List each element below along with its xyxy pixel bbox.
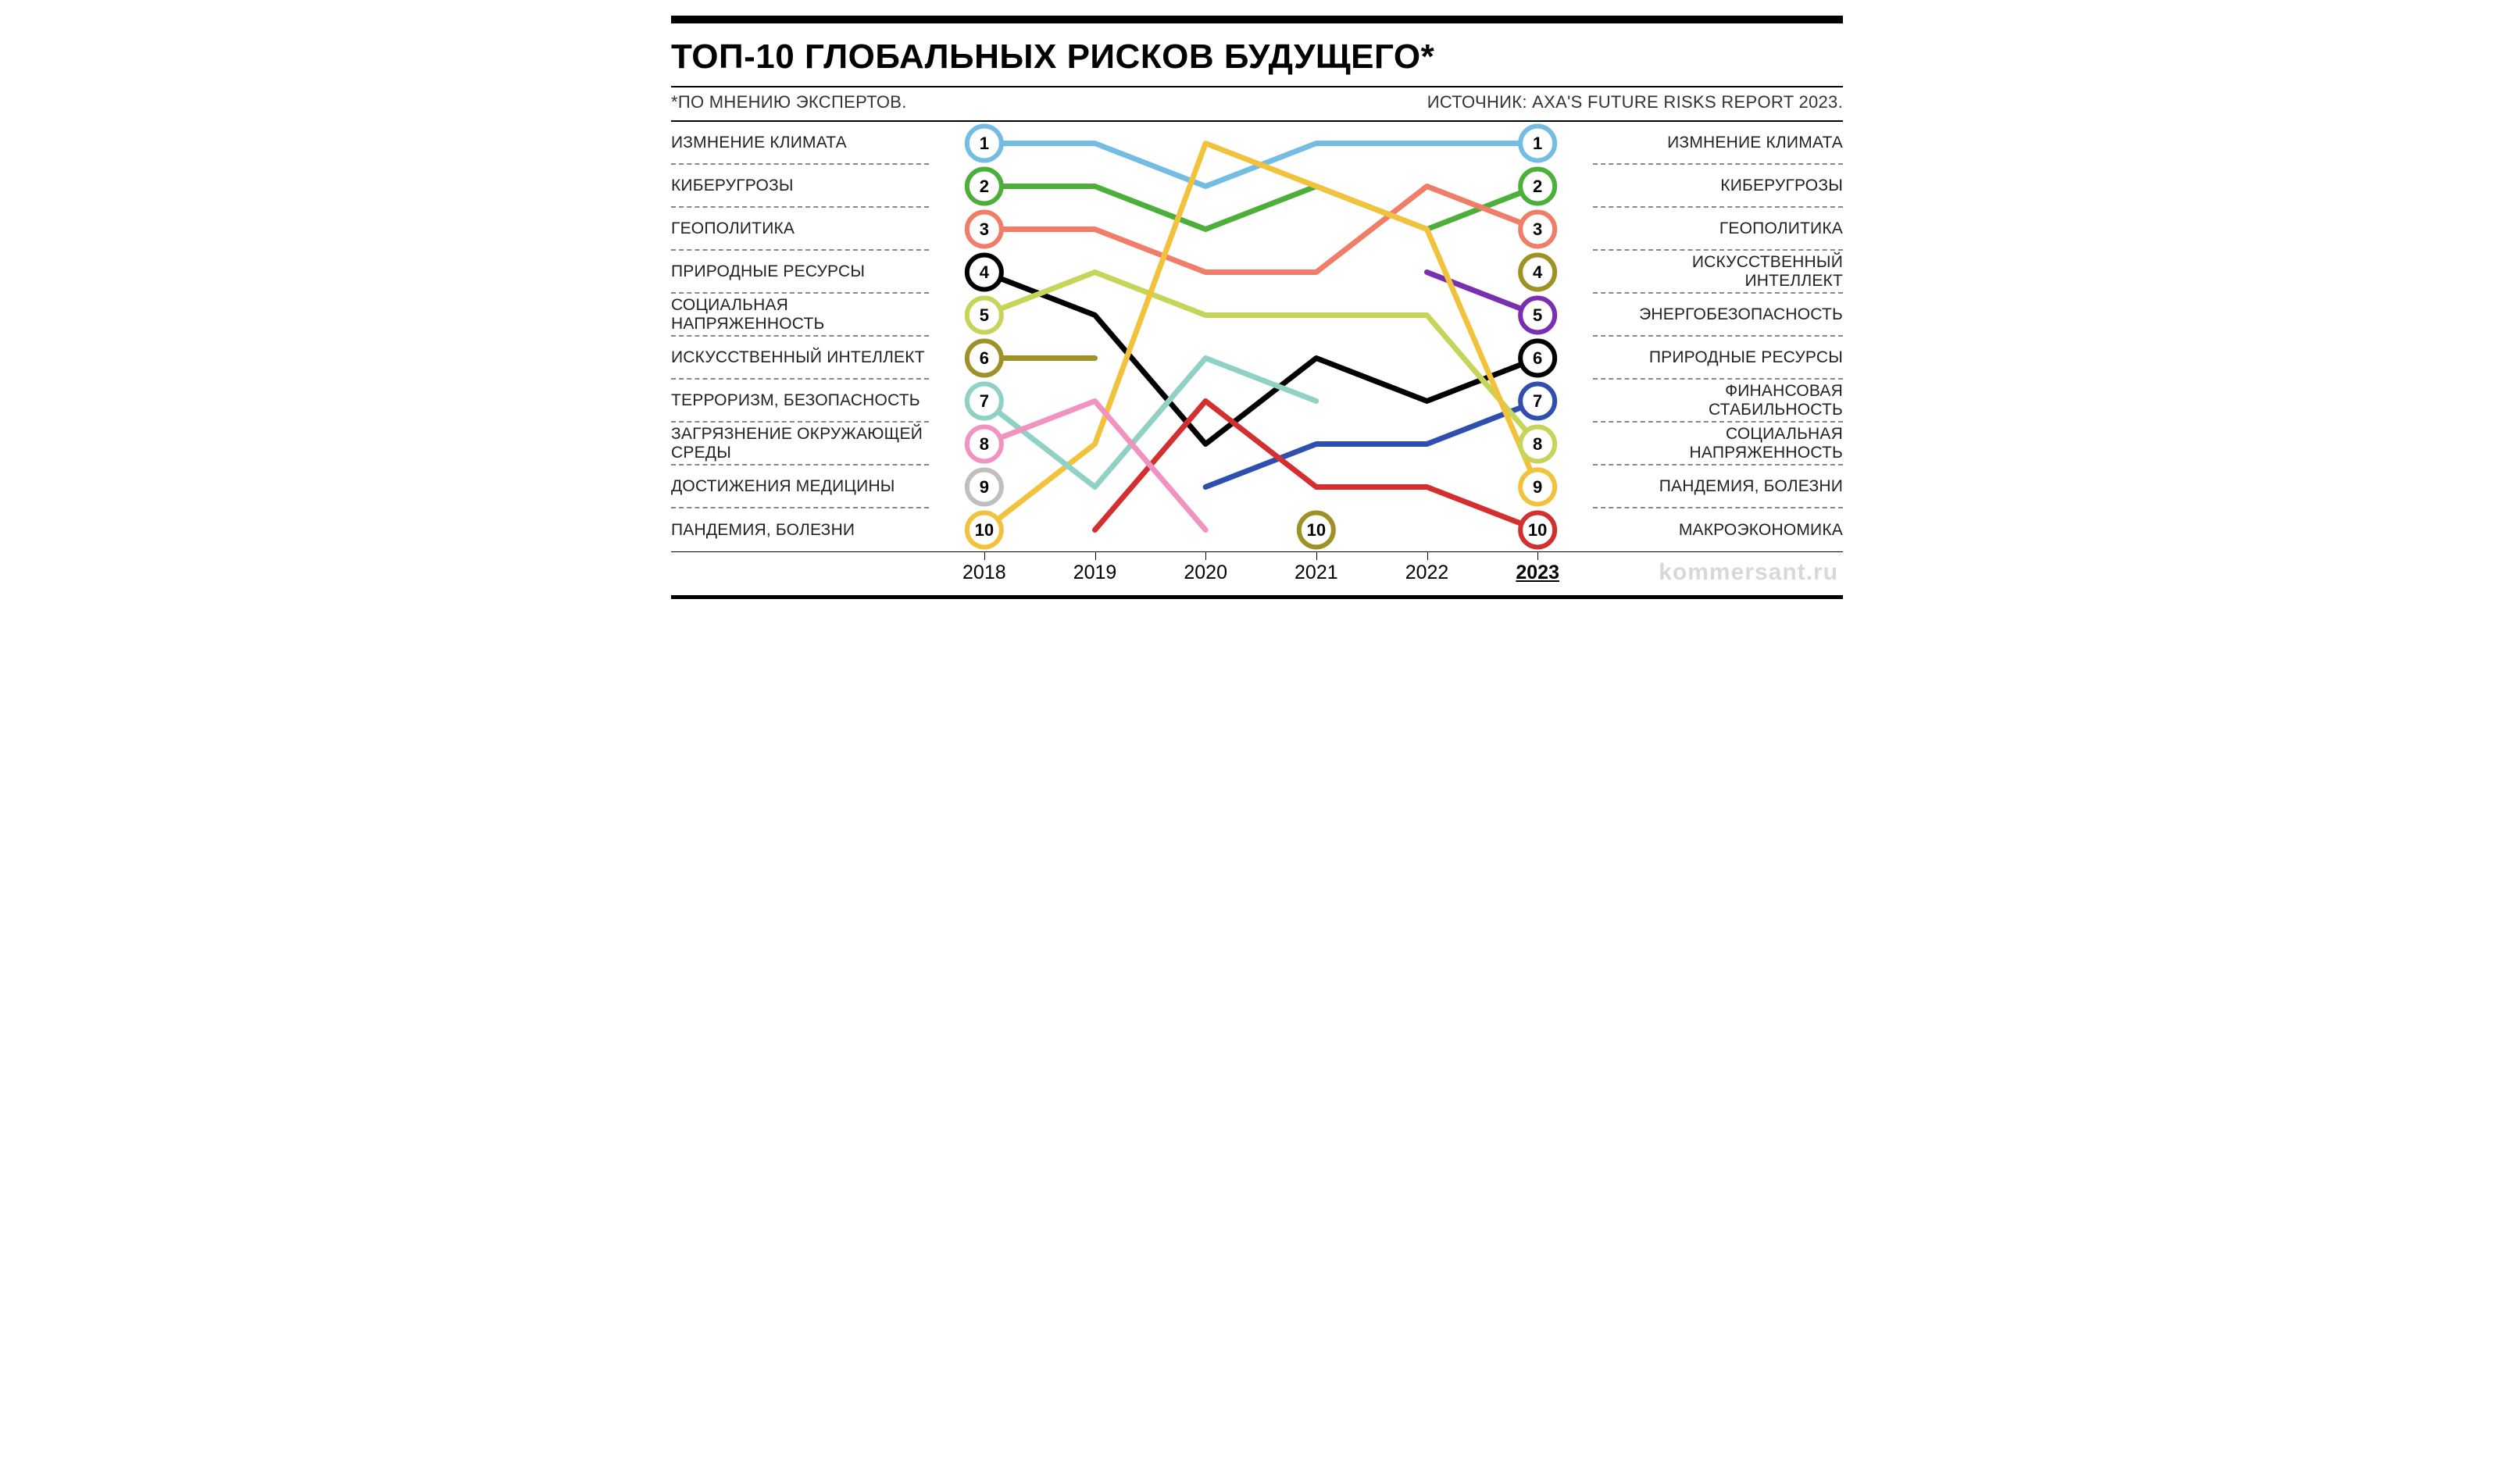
subtitle-row: *ПО МНЕНИЮ ЭКСПЕРТОВ. ИСТОЧНИК: AXA'S FU… — [671, 86, 1843, 122]
svg-text:1: 1 — [1533, 134, 1542, 153]
rank-circle: 10 — [1520, 513, 1555, 548]
label-left-row: КИБЕРУГРОЗЫ — [671, 165, 929, 208]
footnote: *ПО МНЕНИЮ ЭКСПЕРТОВ. — [671, 92, 907, 112]
series-cyber — [984, 187, 1537, 230]
svg-text:1: 1 — [980, 134, 989, 153]
rank-circle: 7 — [967, 384, 1002, 419]
rank-circle: 6 — [1520, 341, 1555, 376]
svg-text:10: 10 — [1528, 520, 1547, 540]
labels-2023: ИЗМНЕНИЕ КЛИМАТАКИБЕРУГРОЗЫГЕОПОЛИТИКАИС… — [1593, 122, 1843, 551]
labels-2018: ИЗМНЕНИЕ КЛИМАТАКИБЕРУГРОЗЫГЕОПОЛИТИКАПР… — [671, 122, 929, 551]
rank-circle: 9 — [967, 470, 1002, 505]
label-right-row: ГЕОПОЛИТИКА — [1593, 208, 1843, 251]
x-tick: 2021 — [1261, 562, 1372, 584]
rank-circle: 8 — [967, 427, 1002, 462]
rank-circle: 1 — [1520, 127, 1555, 161]
svg-text:3: 3 — [980, 219, 989, 239]
rank-circle: 5 — [1520, 298, 1555, 333]
label-left-row: ПАНДЕМИЯ, БОЛЕЗНИ — [671, 508, 929, 551]
svg-text:4: 4 — [980, 262, 990, 282]
label-right-row: СОЦИАЛЬНАЯ НАПРЯЖЕННОСТЬ — [1593, 423, 1843, 466]
label-right-row: ПРИРОДНЫЕ РЕСУРСЫ — [1593, 337, 1843, 380]
source: ИСТОЧНИК: AXA'S FUTURE RISKS REPORT 2023… — [1427, 92, 1843, 112]
chart-container: ТОП-10 ГЛОБАЛЬНЫХ РИСКОВ БУДУЩЕГО* *ПО М… — [671, 16, 1843, 599]
svg-text:2: 2 — [980, 177, 989, 196]
x-axis-row: 201820192020202120222023 kommersant.ru — [671, 551, 1843, 592]
label-left-row: СОЦИАЛЬНАЯ НАПРЯЖЕННОСТЬ — [671, 294, 929, 337]
label-left-row: ГЕОПОЛИТИКА — [671, 208, 929, 251]
svg-text:6: 6 — [1533, 348, 1542, 368]
rank-circle: 2 — [1520, 169, 1555, 204]
svg-text:5: 5 — [980, 305, 989, 325]
rank-circle: 1 — [967, 127, 1002, 161]
bottom-rule — [671, 595, 1843, 599]
label-left-row: ПРИРОДНЫЕ РЕСУРСЫ — [671, 251, 929, 294]
x-tick: 2019 — [1040, 562, 1151, 584]
rank-circle: 10 — [1299, 513, 1334, 548]
label-right-row: ФИНАНСОВАЯ СТАБИЛЬНОСТЬ — [1593, 380, 1843, 423]
series-pandemic — [984, 144, 1537, 530]
x-tick: 2022 — [1372, 562, 1483, 584]
label-left-row: ИСКУССТВЕННЫЙ ИНТЕЛЛЕКТ — [671, 337, 929, 380]
svg-text:10: 10 — [975, 520, 994, 540]
rank-circle: 5 — [967, 298, 1002, 333]
series-pollution — [984, 401, 1205, 530]
rank-circle: 3 — [1520, 212, 1555, 247]
label-left-row: ДОСТИЖЕНИЯ МЕДИЦИНЫ — [671, 466, 929, 508]
rank-circle: 10 — [967, 513, 1002, 548]
svg-text:10: 10 — [1307, 520, 1326, 540]
rank-circle: 7 — [1520, 384, 1555, 419]
rank-circle: 2 — [967, 169, 1002, 204]
rank-circle: 4 — [967, 255, 1002, 290]
svg-text:9: 9 — [980, 477, 989, 497]
x-tick: 2020 — [1150, 562, 1261, 584]
label-right-row: МАКРОЭКОНОМИКА — [1593, 508, 1843, 551]
label-right-row: ПАНДЕМИЯ, БОЛЕЗНИ — [1593, 466, 1843, 508]
svg-text:8: 8 — [1533, 434, 1542, 454]
series-geopolitics — [984, 187, 1537, 273]
chart-title: ТОП-10 ГЛОБАЛЬНЫХ РИСКОВ БУДУЩЕГО* — [671, 23, 1843, 86]
rank-circle: 6 — [967, 341, 1002, 376]
svg-text:9: 9 — [1533, 477, 1542, 497]
label-right-row: ИСКУССТВЕННЫЙ ИНТЕЛЛЕКТ — [1593, 251, 1843, 294]
label-right-row: ИЗМНЕНИЕ КЛИМАТА — [1593, 122, 1843, 165]
bump-plot: 1 2 3 4 5 6 7 8 9 10 1 2 3 4 5 6 7 8 9 10 10 — [929, 122, 1593, 551]
chart-body: ИЗМНЕНИЕ КЛИМАТАКИБЕРУГРОЗЫГЕОПОЛИТИКАПР… — [671, 122, 1843, 551]
svg-text:8: 8 — [980, 434, 989, 454]
rank-circle: 9 — [1520, 470, 1555, 505]
svg-text:2: 2 — [1533, 177, 1542, 196]
rank-circle: 8 — [1520, 427, 1555, 462]
bump-svg: 1 2 3 4 5 6 7 8 9 10 1 2 3 4 5 6 7 8 9 10 10 — [929, 122, 1593, 551]
rank-circle: 4 — [1520, 255, 1555, 290]
label-left-row: ЗАГРЯЗНЕНИЕ ОКРУЖАЮЩЕЙ СРЕДЫ — [671, 423, 929, 466]
svg-text:4: 4 — [1533, 262, 1543, 282]
top-rule — [671, 16, 1843, 23]
label-left-row: ТЕРРОРИЗМ, БЕЗОПАСНОСТЬ — [671, 380, 929, 423]
svg-text:7: 7 — [1533, 391, 1542, 411]
label-left-row: ИЗМНЕНИЕ КЛИМАТА — [671, 122, 929, 165]
label-right-row: КИБЕРУГРОЗЫ — [1593, 165, 1843, 208]
series-finance — [1205, 401, 1537, 487]
svg-text:5: 5 — [1533, 305, 1542, 325]
svg-text:7: 7 — [980, 391, 989, 411]
svg-text:3: 3 — [1533, 219, 1542, 239]
x-ticks: 201820192020202120222023 — [929, 552, 1593, 592]
rank-circle: 3 — [967, 212, 1002, 247]
x-tick: 2023 — [1482, 562, 1593, 584]
label-right-row: ЭНЕРГОБЕЗОПАСНОСТЬ — [1593, 294, 1843, 337]
x-tick: 2018 — [929, 562, 1040, 584]
watermark: kommersant.ru — [1593, 559, 1843, 586]
svg-text:6: 6 — [980, 348, 989, 368]
